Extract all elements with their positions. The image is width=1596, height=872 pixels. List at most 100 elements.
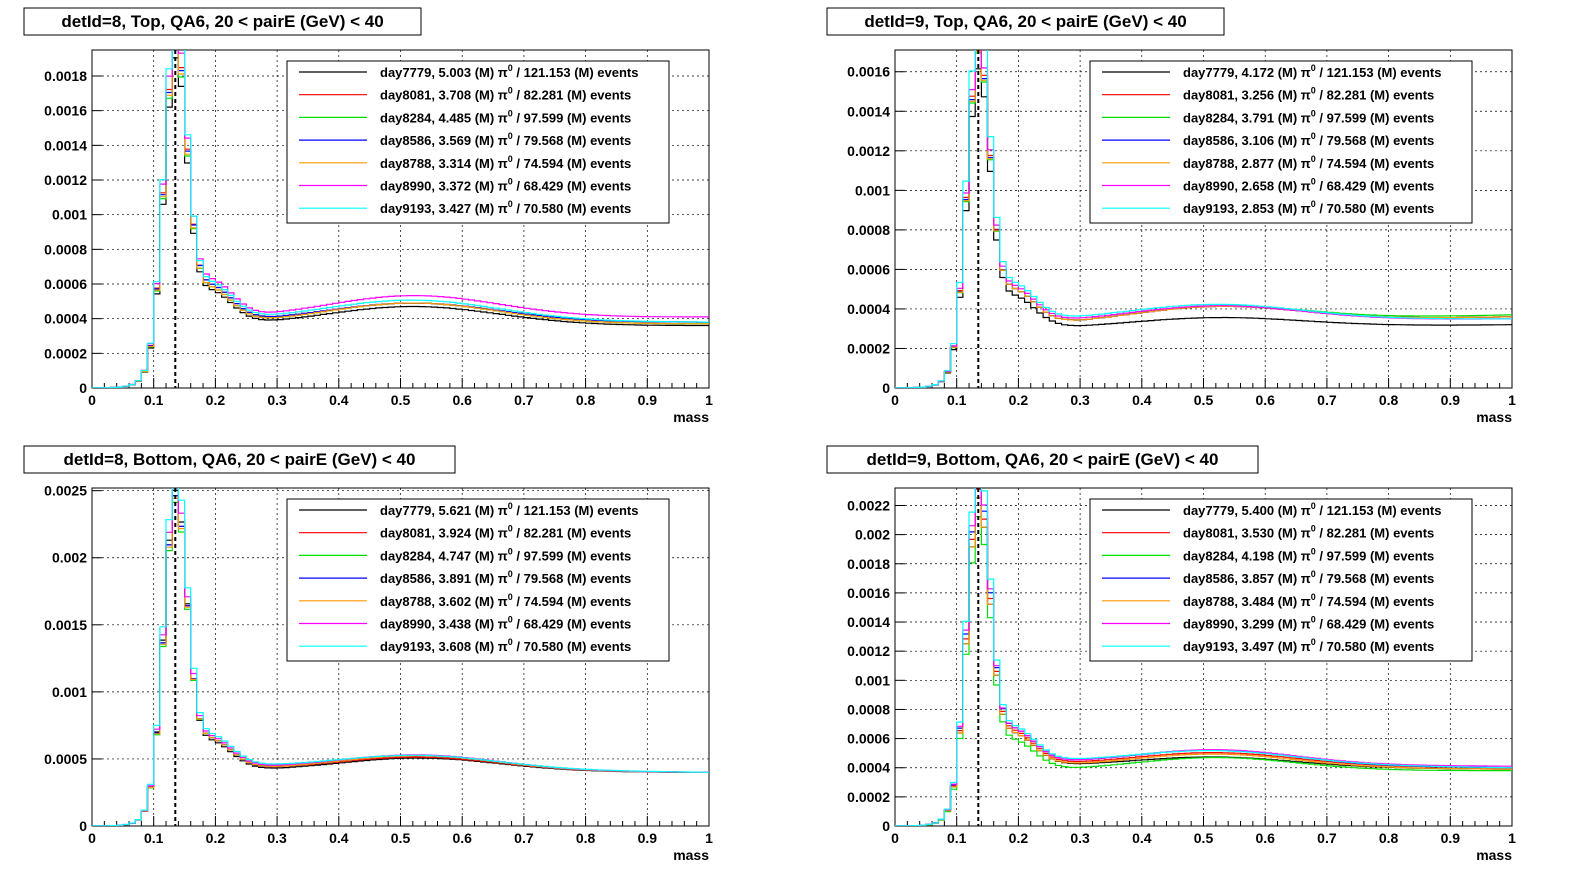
legend-entry-symbol: π [1301,179,1311,194]
legend-entry-symbol: π [1301,503,1311,518]
histogram-panel-3: 0 0.1 0.2 0.3 0.4 0.5 0.6 0.7 0.8 0.9 1 0 0.0005 0.00… [23,445,713,863]
legend-entry-label: day8586, 3.891 (M) [380,571,498,586]
x-tick-label: 0.4 [1132,830,1152,846]
x-tick-label: 0.9 [638,830,658,846]
legend-entry-superscript: 0 [508,63,513,73]
legend-entry-superscript: 0 [1311,569,1316,579]
legend-entry-symbol: π [1301,88,1311,103]
x-tick-label: 0.3 [267,830,287,846]
y-tick-label: 0.0002 [847,789,890,805]
legend-entry-7: day9193, 3.427 (M) π0 / 70.580 (M) event… [380,199,631,216]
x-tick-label: 0.6 [1255,392,1275,408]
legend-entry-label: day8788, 2.877 (M) [1183,156,1301,171]
y-tick-label: 0.0022 [847,497,890,513]
x-tick-label: 0.7 [514,392,534,408]
panel-title: detId=8, Top, QA6, 20 < pairE (GeV) < 40 [61,12,383,31]
y-tick-label: 0.0012 [847,143,890,159]
legend-entry-superscript: 0 [1311,108,1316,118]
x-tick-label: 0.2 [1009,830,1029,846]
legend-entry-symbol: π [498,639,508,654]
y-tick-label: 0.0006 [44,276,87,292]
x-tick-label: 0.5 [391,392,411,408]
legend-entry-label: day9193, 2.853 (M) [1183,201,1301,216]
x-tick-label: 0.2 [206,830,226,846]
legend-entry-symbol: π [498,201,508,216]
legend-entry-1: day7779, 4.172 (M) π0 / 121.153 (M) even… [1183,63,1442,80]
x-tick-label: 0.8 [576,392,596,408]
y-tick-label: 0.0018 [44,68,87,84]
legend-entry-symbol: π [498,88,508,103]
legend-entry-superscript: 0 [1311,637,1316,647]
legend-entry-3: day8284, 4.485 (M) π0 / 97.599 (M) event… [380,108,631,125]
histogram-panel-1: 0 0.1 0.2 0.3 0.4 0.5 0.6 0.7 0.8 0.9 1 0 0.0002 0.00… [23,7,713,425]
legend-entry-symbol: π [1301,617,1311,632]
x-tick-label: 0.9 [1441,392,1461,408]
legend-entry-symbol: π [1301,65,1311,80]
x-tick-label: 1 [1508,392,1516,408]
panel-title: detId=9, Top, QA6, 20 < pairE (GeV) < 40 [864,12,1186,31]
y-tick-label: 0.0006 [847,261,890,277]
x-axis-label: mass [673,409,709,425]
legend-entry-symbol: π [498,179,508,194]
x-tick-label: 0 [88,830,96,846]
legend-entry-label: day7779, 5.400 (M) [1183,503,1301,518]
legend-entry-symbol: π [1301,110,1311,125]
legend-entry-symbol: π [498,617,508,632]
x-tick-label: 0.1 [144,392,164,408]
y-tick-label: 0.0016 [847,64,890,80]
legend-entry-7: day9193, 2.853 (M) π0 / 70.580 (M) event… [1183,199,1434,216]
x-tick-label: 0.3 [267,392,287,408]
legend-entry-superscript: 0 [1311,524,1316,534]
legend-entry-label: day8990, 3.438 (M) [380,617,498,632]
series-group [895,488,1512,826]
legend-entry-superscript: 0 [508,108,513,118]
legend-entry-suffix: / 97.599 (M) events [1316,110,1435,125]
legend-entry-suffix: / 74.594 (M) events [513,594,632,609]
x-tick-label: 1 [705,830,713,846]
legend-entry-suffix: / 82.281 (M) events [513,88,632,103]
x-axis-label: mass [1476,409,1512,425]
legend-entry-suffix: / 121.153 (M) events [1316,65,1442,80]
x-tick-label: 1 [705,392,713,408]
legend-entry-symbol: π [1301,156,1311,171]
x-axis-label: mass [1476,847,1512,863]
legend-entry-label: day8788, 3.484 (M) [1183,594,1301,609]
legend-entry-suffix: / 79.568 (M) events [1316,571,1435,586]
legend-box [286,498,670,662]
x-tick-label: 0.9 [638,392,658,408]
y-tick-label: 0 [79,380,87,396]
series-line-1 [895,68,1512,388]
legend-entry-1: day7779, 5.621 (M) π0 / 121.153 (M) even… [380,501,639,518]
legend-entry-label: day8081, 3.256 (M) [1183,88,1301,103]
legend-entry-superscript: 0 [508,154,513,164]
legend-entry-superscript: 0 [508,177,513,187]
legend-entry-label: day9193, 3.427 (M) [380,201,498,216]
legend-entry-2: day8081, 3.256 (M) π0 / 82.281 (M) event… [1183,86,1434,103]
legend-entry-superscript: 0 [1311,592,1316,602]
legend-entry-label: day8081, 3.530 (M) [1183,526,1301,541]
legend-entry-label: day8284, 3.791 (M) [1183,110,1301,125]
y-tick-label: 0.0015 [44,617,87,633]
x-tick-label: 0.6 [452,392,472,408]
legend-entry-symbol: π [498,594,508,609]
legend-entry-symbol: π [1301,526,1311,541]
legend-entry-label: day8284, 4.485 (M) [380,110,498,125]
legend-entry-symbol: π [498,110,508,125]
legend-entry-symbol: π [498,65,508,80]
legend-entry-6: day8990, 3.438 (M) π0 / 68.429 (M) event… [380,615,631,632]
legend-entry-2: day8081, 3.924 (M) π0 / 82.281 (M) event… [380,524,631,541]
legend-entry-superscript: 0 [1311,615,1316,625]
legend-entry-label: day8788, 3.314 (M) [380,156,498,171]
legend-entry-superscript: 0 [508,569,513,579]
legend-entry-label: day8586, 3.857 (M) [1183,571,1301,586]
x-tick-label: 0.3 [1070,392,1090,408]
legend-entry-symbol: π [1301,571,1311,586]
x-tick-label: 0.5 [1194,392,1214,408]
legend-entry-suffix: / 82.281 (M) events [1316,526,1435,541]
legend-entry-suffix: / 68.429 (M) events [1316,617,1435,632]
legend-entry-superscript: 0 [508,615,513,625]
y-tick-label: 0 [882,818,890,834]
legend-entry-6: day8990, 2.658 (M) π0 / 68.429 (M) event… [1183,177,1434,194]
legend-entry-superscript: 0 [1311,131,1316,141]
x-tick-label: 0 [88,392,96,408]
